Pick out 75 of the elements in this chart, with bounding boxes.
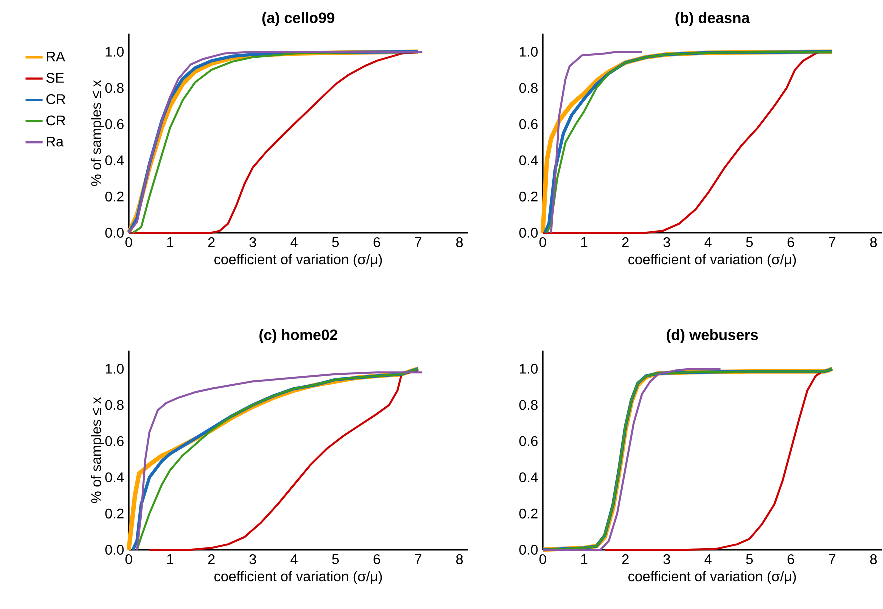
legend-label: CR [46,94,66,104]
x-tick-label: 8 [870,238,878,248]
legend-label: RA [47,52,66,62]
y-tick-label: 0.0 [520,545,538,555]
x-tick-label: 8 [870,554,878,564]
y-tick-label: 0.6 [520,436,538,446]
x-tick-label: 2 [208,554,215,564]
x-tick-label: 4 [290,238,298,248]
y-tick-label: 0.2 [520,192,538,202]
y-tick-label: 1.0 [520,47,538,57]
y-tick-label: 0.8 [106,400,124,410]
y-tick-label: 0.4 [106,156,124,166]
x-tick-label: 5 [332,238,340,248]
x-tick-label: 6 [788,554,794,564]
y-tick-label: 0.0 [106,228,124,238]
y-tick-label: 0.8 [520,400,538,410]
y-tick-label: 0.6 [106,119,124,130]
y-tick-label: 0.0 [520,228,538,238]
x-axis-title: coefficient of variation (σ/μ) [628,571,796,584]
x-axis-title: coefficient of variation (σ/μ) [628,254,796,268]
x-tick-label: 3 [664,238,670,248]
chart-title: (b) deasna [676,12,750,26]
y-tick-label: 1.0 [520,364,538,374]
x-tick-label: 2 [622,554,629,564]
x-tick-label: 7 [829,554,836,564]
y-tick-label: 0.6 [106,436,124,446]
y-tick-label: 0.4 [520,472,538,483]
legend-label: SE [46,73,64,84]
legend-label: CR [46,116,66,126]
y-tick-label: 1.0 [106,364,124,374]
x-tick-label: 2 [622,238,629,248]
x-tick-label: 4 [290,554,298,564]
y-tick-label: 0.4 [520,156,538,166]
y-tick-label: 1.0 [106,47,124,57]
x-tick-label: 0 [540,238,546,248]
x-tick-label: 6 [788,238,794,248]
y-tick-label: 0.2 [520,508,538,519]
y-tick-label: 0.2 [106,192,124,202]
x-axis-title: coefficient of variation (σ/μ) [214,254,382,268]
x-tick-label: 4 [704,238,712,248]
y-axis-title: % of samples ≤ x [91,80,104,186]
x-tick-label: 6 [374,238,380,248]
x-tick-label: 6 [374,554,380,564]
x-tick-label: 7 [829,238,836,248]
x-tick-label: 4 [704,554,712,564]
y-tick-label: 0.4 [106,472,124,483]
x-tick-label: 5 [746,554,754,564]
y-axis-title: % of samples ≤ x [91,397,104,504]
x-tick-label: 5 [746,238,754,248]
y-tick-label: 0.2 [106,508,124,519]
x-tick-label: 7 [415,238,422,248]
x-tick-label: 1 [168,554,174,564]
x-tick-label: 2 [208,238,215,248]
y-tick-label: 0.6 [520,119,538,130]
legend-label: Ra [47,136,64,147]
x-tick-label: 7 [415,554,422,564]
x-tick-label: 0 [540,554,546,564]
x-tick-label: 0 [126,238,132,248]
x-tick-label: 1 [582,238,588,248]
x-tick-label: 1 [168,238,174,248]
x-tick-label: 3 [250,554,256,564]
y-tick-label: 0.0 [106,545,124,555]
x-tick-label: 8 [456,238,464,248]
y-tick-label: 0.8 [520,83,538,94]
x-tick-label: 3 [664,554,670,564]
chart-title: (c) home02 [260,329,338,344]
y-tick-label: 0.8 [106,83,124,94]
x-tick-label: 3 [250,238,256,248]
chart-title: (d) webusers [666,329,758,344]
x-tick-label: 8 [456,554,464,564]
x-tick-label: 1 [582,554,588,564]
x-tick-label: 0 [126,554,132,564]
chart-title: (a) cello99 [262,12,335,26]
x-tick-label: 5 [332,554,340,564]
x-axis-title: coefficient of variation (σ/μ) [214,571,382,584]
